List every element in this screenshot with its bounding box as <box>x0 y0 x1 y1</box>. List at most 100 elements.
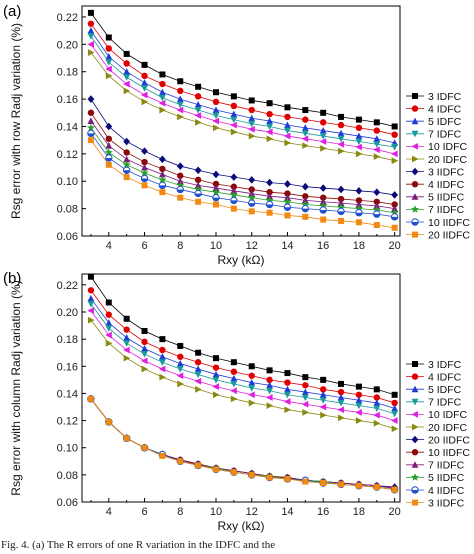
panel-b-series-8 <box>87 395 398 492</box>
panel-a-data-point <box>355 200 363 208</box>
panel-a-data-point-fill <box>284 207 291 211</box>
panel-b-data-point <box>248 391 255 399</box>
panel-b-x-tick-label: 8 <box>177 506 183 518</box>
panel-b-data-point <box>337 393 345 401</box>
panel-b-data-point <box>212 391 220 399</box>
panel-a-data-point <box>87 33 95 40</box>
panel-a-series-line <box>90 12 395 127</box>
panel-b-data-point <box>105 325 113 332</box>
panel-a-data-point <box>302 213 309 220</box>
panel-a-data-point <box>105 135 112 142</box>
panel-a-data-point <box>373 141 381 148</box>
panel-b-legend-marker <box>411 411 418 418</box>
panel-a-x-tick-label: 6 <box>141 240 147 252</box>
panel-b-y-tick-label: 0.14 <box>57 388 78 400</box>
panel-a-data-point-fill <box>391 216 398 220</box>
panel-a-data-point <box>177 87 184 95</box>
panel-b-data-point <box>123 315 130 322</box>
panel-a-data-point <box>301 196 309 204</box>
panel-a-data-point <box>158 170 166 178</box>
panel-a-data-point <box>302 116 309 123</box>
panel-a-data-point <box>373 127 380 134</box>
panel-a-data-point <box>266 110 273 118</box>
panel-b-data-point <box>302 409 309 416</box>
panel-a-data-point <box>229 190 238 199</box>
panel-a-data-point <box>391 123 398 130</box>
panel-b-x-tick-label: 12 <box>246 506 258 518</box>
panel-a-data-point <box>301 182 309 191</box>
panel-b-x-tick-label: 6 <box>141 506 147 518</box>
panel-a-data-point <box>141 85 148 92</box>
panel-a-series-line <box>90 30 395 144</box>
panel-b-data-point <box>159 346 166 354</box>
panel-a-data-point <box>319 138 327 145</box>
panel-a-data-point-fill <box>123 170 130 174</box>
panel-b-data-point <box>266 367 273 374</box>
panel-b-legend-label: 4 IIDFC <box>428 485 465 497</box>
panel-a-data-point <box>140 91 148 99</box>
panel-a-data-point <box>284 190 291 197</box>
panel-a-data-point <box>373 198 380 205</box>
panel-a-data-point <box>301 130 309 137</box>
panel-a-legend-marker <box>411 117 419 125</box>
panel-a-data-point <box>123 68 131 75</box>
panel-a-data-point <box>212 184 220 192</box>
panel-a-legend-marker <box>411 193 419 200</box>
panel-a-data-point <box>338 147 345 155</box>
panel-a-data-point <box>266 117 273 124</box>
panel-a-data-point <box>320 216 327 223</box>
panel-b-series-3 <box>87 294 399 412</box>
panel-a-data-point <box>141 182 148 189</box>
panel-b-y-tick-label: 0.20 <box>57 307 78 319</box>
panel-b-data-point <box>105 331 112 339</box>
panel-a-data-point <box>212 106 220 114</box>
panel-b-data-point <box>87 273 94 280</box>
panel-a-data-point <box>194 181 202 189</box>
panel-a-y-tick-label: 0.08 <box>57 204 78 216</box>
panel-a-data-point <box>230 187 238 194</box>
panel-a-series-12 <box>87 137 398 231</box>
panel-b-data-point <box>159 452 166 459</box>
panel-a-data-point <box>123 60 130 67</box>
panel-b-data-point <box>284 391 291 399</box>
panel-a-legend-label: 5 IDFC <box>428 116 462 128</box>
panel-a-data-point <box>230 183 238 190</box>
panel-a-data-point <box>194 107 202 114</box>
panel-a-data-point <box>248 125 255 133</box>
panel-b-data-point <box>338 380 345 387</box>
panel-b-series-2 <box>87 287 398 407</box>
panel-b-data-point <box>176 366 184 373</box>
panel-b-data-point <box>123 340 131 347</box>
panel-b-data-point <box>195 462 202 469</box>
panel-b-legend-label: 7 IDFC <box>428 397 462 409</box>
panel-b-series-6 <box>87 316 399 433</box>
panel-b-data-point <box>319 386 327 393</box>
panel-b-legend-label: 5 IIDFC <box>428 472 465 484</box>
panel-b-data-point <box>373 411 380 419</box>
panel-a-data-point <box>301 135 309 143</box>
panel-a-y-tick-label: 0.20 <box>57 39 78 51</box>
panel-a-legend-label: 3 IDFC <box>428 91 462 103</box>
panel-a-data-point <box>141 61 148 68</box>
panel-a-data-point <box>86 123 95 132</box>
panel-a-data-point <box>248 97 255 104</box>
panel-a-data-point <box>355 124 363 132</box>
panel-b-x-tick-label: 20 <box>389 506 401 518</box>
panel-a-data-point <box>373 135 381 142</box>
panel-a-data-point <box>141 79 148 86</box>
panel-a-data-point <box>176 177 184 185</box>
panel-b-data-point <box>391 399 398 407</box>
panel-a-data-point <box>391 157 399 165</box>
panel-b-data-point <box>212 364 220 371</box>
panel-a-data-point <box>230 102 238 110</box>
panel-a-x-tick-label: 12 <box>246 240 258 252</box>
panel-b-data-point <box>355 417 363 424</box>
panel-a-data-point <box>320 109 327 116</box>
panel-a-data-point-fill <box>105 157 112 161</box>
panel-b-data-point <box>266 474 273 481</box>
panel-a-data-point <box>87 95 95 103</box>
panel-a-legend-marker <box>411 167 419 176</box>
panel-b-data-point <box>284 406 292 414</box>
panel-a-data-point <box>355 219 362 226</box>
panel-b-data-point <box>248 378 256 386</box>
